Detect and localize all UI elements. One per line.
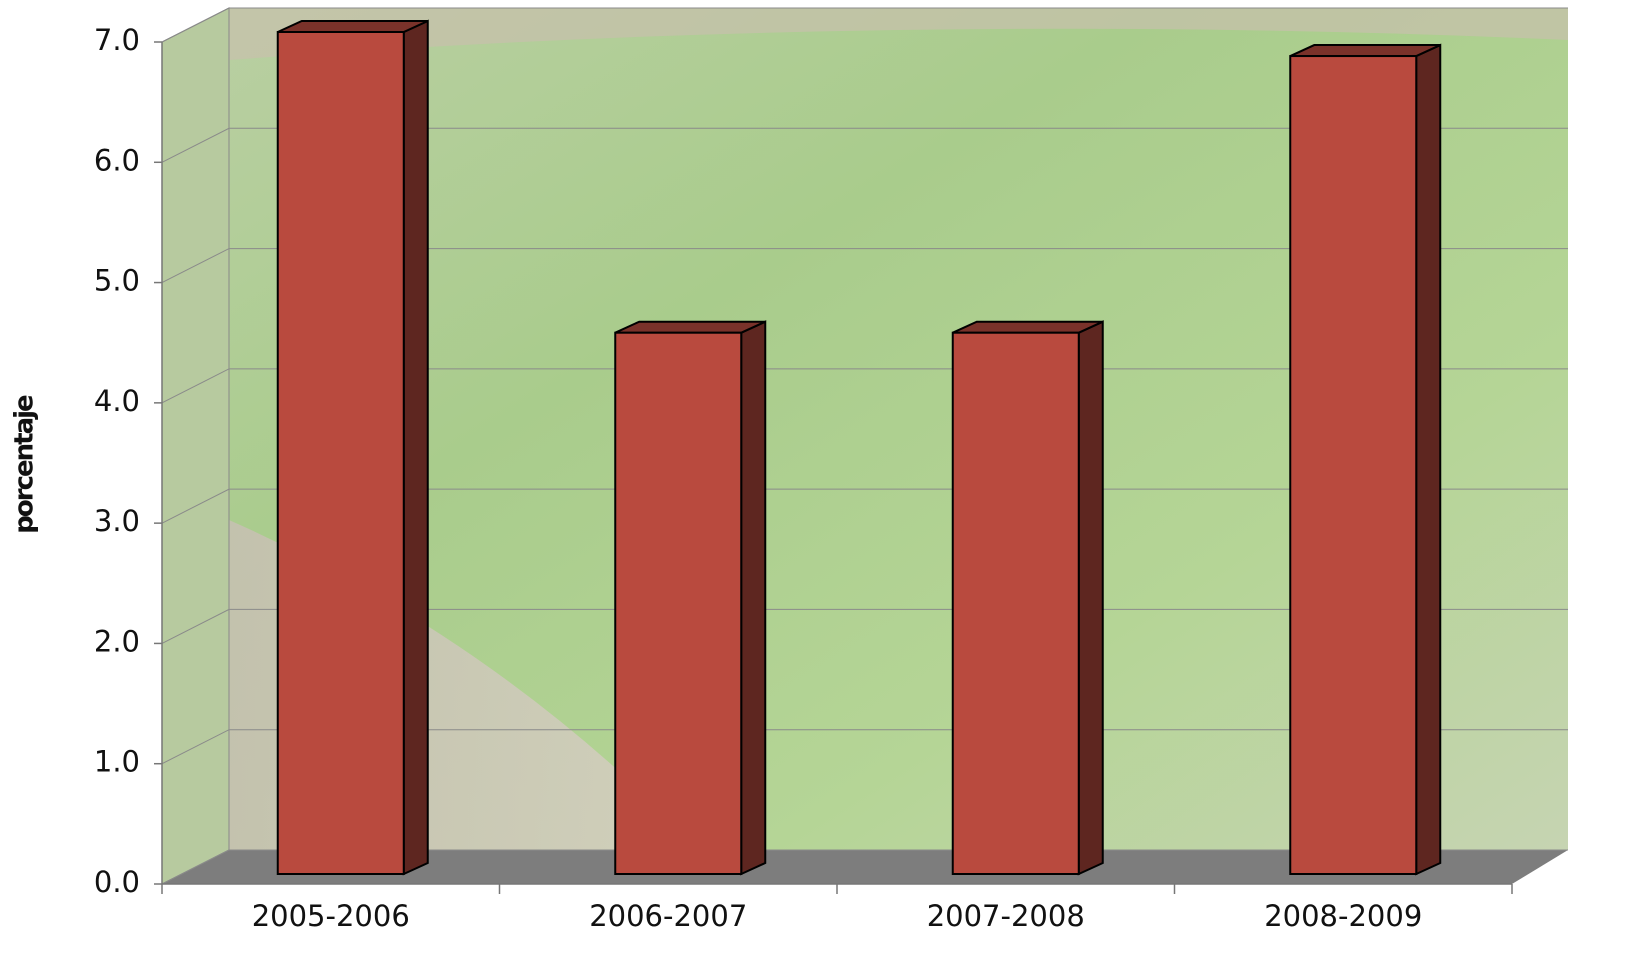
x-tick-label: 2007-2008 [927,899,1085,933]
bar-top [277,20,429,33]
y-tick-label: 7.0 [94,23,140,57]
bar-side [402,19,429,876]
bar [951,331,1080,875]
grid-line [161,488,1568,524]
y-tick-label: 3.0 [94,504,140,538]
grid-line [161,127,1568,163]
bar-side [1077,320,1104,876]
bar-top [952,320,1104,334]
bar [276,31,405,875]
grid-line [161,7,1568,43]
y-tick-label: 4.0 [94,384,140,418]
y-tick-label: 1.0 [94,745,140,779]
x-tick-label: 2006-2007 [589,899,747,933]
grid-line [161,729,1568,765]
y-tick-label: 6.0 [94,143,140,177]
grid-line [161,849,1568,885]
x-tick-label: 2008-2009 [1264,899,1422,933]
y-axis-label: porcentaje [10,395,40,534]
y-tick-label: 0.0 [94,865,140,899]
bar [614,331,743,875]
grid-line [161,368,1568,404]
grid-line [161,608,1568,644]
bars [276,19,1442,876]
bar [1289,55,1418,876]
bar-top [1289,44,1441,58]
y-tick-label: 5.0 [94,264,140,298]
grid [161,7,1568,885]
bar-side [1415,43,1442,876]
grid-line [161,248,1568,284]
bar-side [740,320,767,876]
y-tick-label: 2.0 [94,624,140,658]
x-tick-label: 2005-2006 [252,899,410,933]
bar-top [614,320,766,334]
